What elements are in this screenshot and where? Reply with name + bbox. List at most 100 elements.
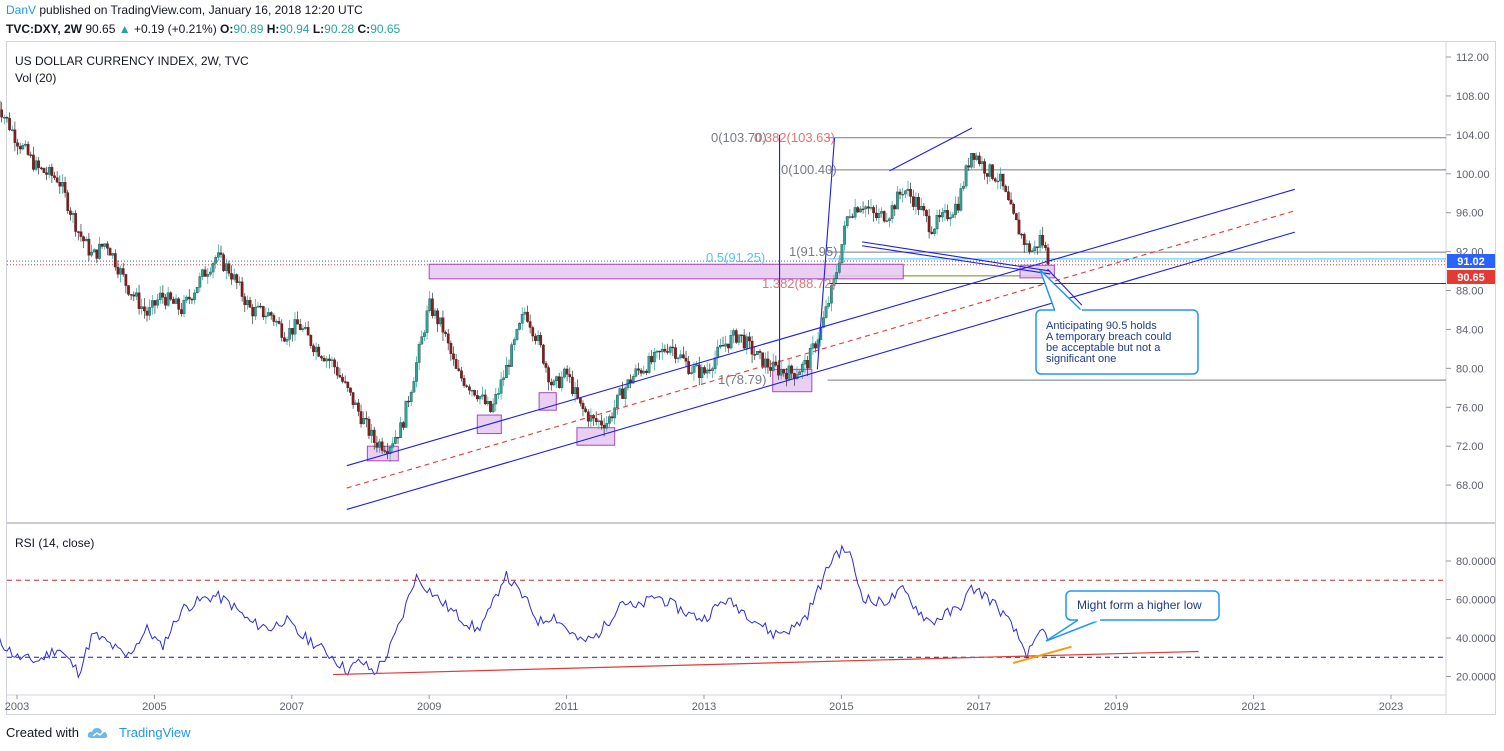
candle-body	[576, 387, 580, 399]
trend-line	[346, 231, 1295, 510]
candle-body	[528, 321, 532, 328]
candle-body	[962, 185, 965, 189]
candle-body	[470, 390, 474, 392]
candle-body	[63, 182, 67, 193]
candle-body	[473, 390, 476, 396]
candle-body	[658, 350, 661, 353]
main-pane-title: US DOLLAR CURRENCY INDEX, 2W, TVC	[15, 54, 249, 68]
candle-body	[156, 299, 159, 306]
candle-body	[700, 367, 704, 378]
candle-body	[555, 376, 558, 382]
candle-body	[224, 263, 228, 271]
candle-body	[50, 167, 54, 176]
candle-body	[87, 238, 91, 256]
candle-body	[896, 191, 899, 210]
price-badge-lower: 90.65	[1447, 270, 1495, 284]
candle-body	[417, 344, 421, 363]
fib-label-f: 1.382(88.72)	[762, 276, 836, 291]
candle-body	[586, 411, 590, 422]
candle-body	[837, 262, 841, 273]
price-tick-label: 68.00	[1456, 480, 1484, 492]
price-tick-label: 76.00	[1456, 402, 1484, 414]
candle-body	[494, 394, 498, 405]
candle-body	[853, 207, 857, 218]
candle-body	[415, 362, 418, 382]
candle-body	[512, 339, 516, 345]
candle-body	[1038, 235, 1042, 248]
candle-body	[227, 263, 231, 274]
candle-body	[121, 268, 125, 275]
candle-body	[37, 160, 41, 168]
candle-body	[407, 400, 410, 403]
candle-body	[238, 281, 241, 283]
candle-body	[1036, 246, 1039, 248]
candles	[0, 100, 1050, 463]
candle-body	[940, 212, 944, 218]
high-value: 90.94	[279, 22, 310, 36]
candle-body	[660, 348, 664, 353]
open-value: 90.89	[233, 22, 264, 36]
candle-body	[483, 394, 487, 405]
tradingview-brand[interactable]: TradingView	[118, 725, 191, 740]
main-callout-line-3: be acceptable but not a	[1046, 342, 1161, 354]
candle-body	[679, 354, 683, 359]
candle-body	[769, 367, 772, 371]
candle-body	[885, 220, 889, 222]
candle-body	[481, 394, 484, 397]
candle-body	[404, 400, 408, 428]
candle-body	[1009, 199, 1013, 205]
candle-body	[911, 196, 915, 207]
candle-body	[232, 274, 236, 280]
candle-body	[547, 367, 550, 383]
axes: 68.0072.0076.0080.0084.0088.0092.0096.00…	[5, 52, 1496, 713]
candle-body	[645, 370, 648, 373]
candle-body	[655, 350, 659, 353]
candle-body	[66, 192, 70, 211]
up-triangle-icon: ▲	[118, 22, 131, 36]
candle-body	[790, 365, 794, 374]
candle-body	[705, 369, 709, 374]
grid	[7, 137, 1446, 658]
candle-body	[69, 210, 72, 215]
candle-body	[822, 317, 825, 328]
candle-body	[1028, 243, 1031, 252]
candle-body	[634, 368, 638, 377]
candle-body	[375, 442, 379, 448]
candle-body	[1007, 191, 1010, 201]
candle-body	[753, 354, 757, 356]
candle-body	[523, 311, 527, 315]
candle-body	[840, 244, 844, 264]
trend-line	[861, 245, 1051, 275]
candle-body	[383, 450, 387, 452]
author-name[interactable]: DanV	[6, 3, 37, 17]
price-tick-label: 108.00	[1456, 91, 1490, 103]
candle-body	[1030, 250, 1034, 252]
candle-body	[190, 298, 194, 301]
candle-body	[938, 215, 942, 218]
chart-frame	[6, 41, 1496, 715]
candle-body	[55, 177, 59, 183]
candle-body	[489, 401, 492, 412]
candle-body	[536, 335, 540, 341]
candle-body	[5, 116, 9, 119]
candle-body	[314, 346, 318, 353]
candle-body	[475, 395, 479, 400]
candle-body	[851, 216, 854, 218]
candle-body	[1004, 185, 1008, 192]
candle-body	[444, 332, 447, 334]
main-callout[interactable]: Anticipating 90.5 holds A temporary brea…	[1035, 269, 1199, 375]
candle-body	[306, 327, 310, 336]
price-tick-label: 88.00	[1456, 286, 1484, 298]
rsi-callout[interactable]: Might form a higher low	[1045, 590, 1220, 642]
candle-body	[346, 381, 350, 389]
time-tick-label: 2007	[280, 701, 304, 713]
candle-body	[798, 371, 802, 375]
candle-body	[2, 116, 6, 119]
candle-body	[729, 335, 733, 349]
close-label: C:	[357, 22, 371, 36]
candle-body	[742, 334, 746, 349]
candle-body	[275, 321, 278, 323]
candle-body	[132, 294, 136, 297]
candle-body	[1014, 213, 1018, 221]
